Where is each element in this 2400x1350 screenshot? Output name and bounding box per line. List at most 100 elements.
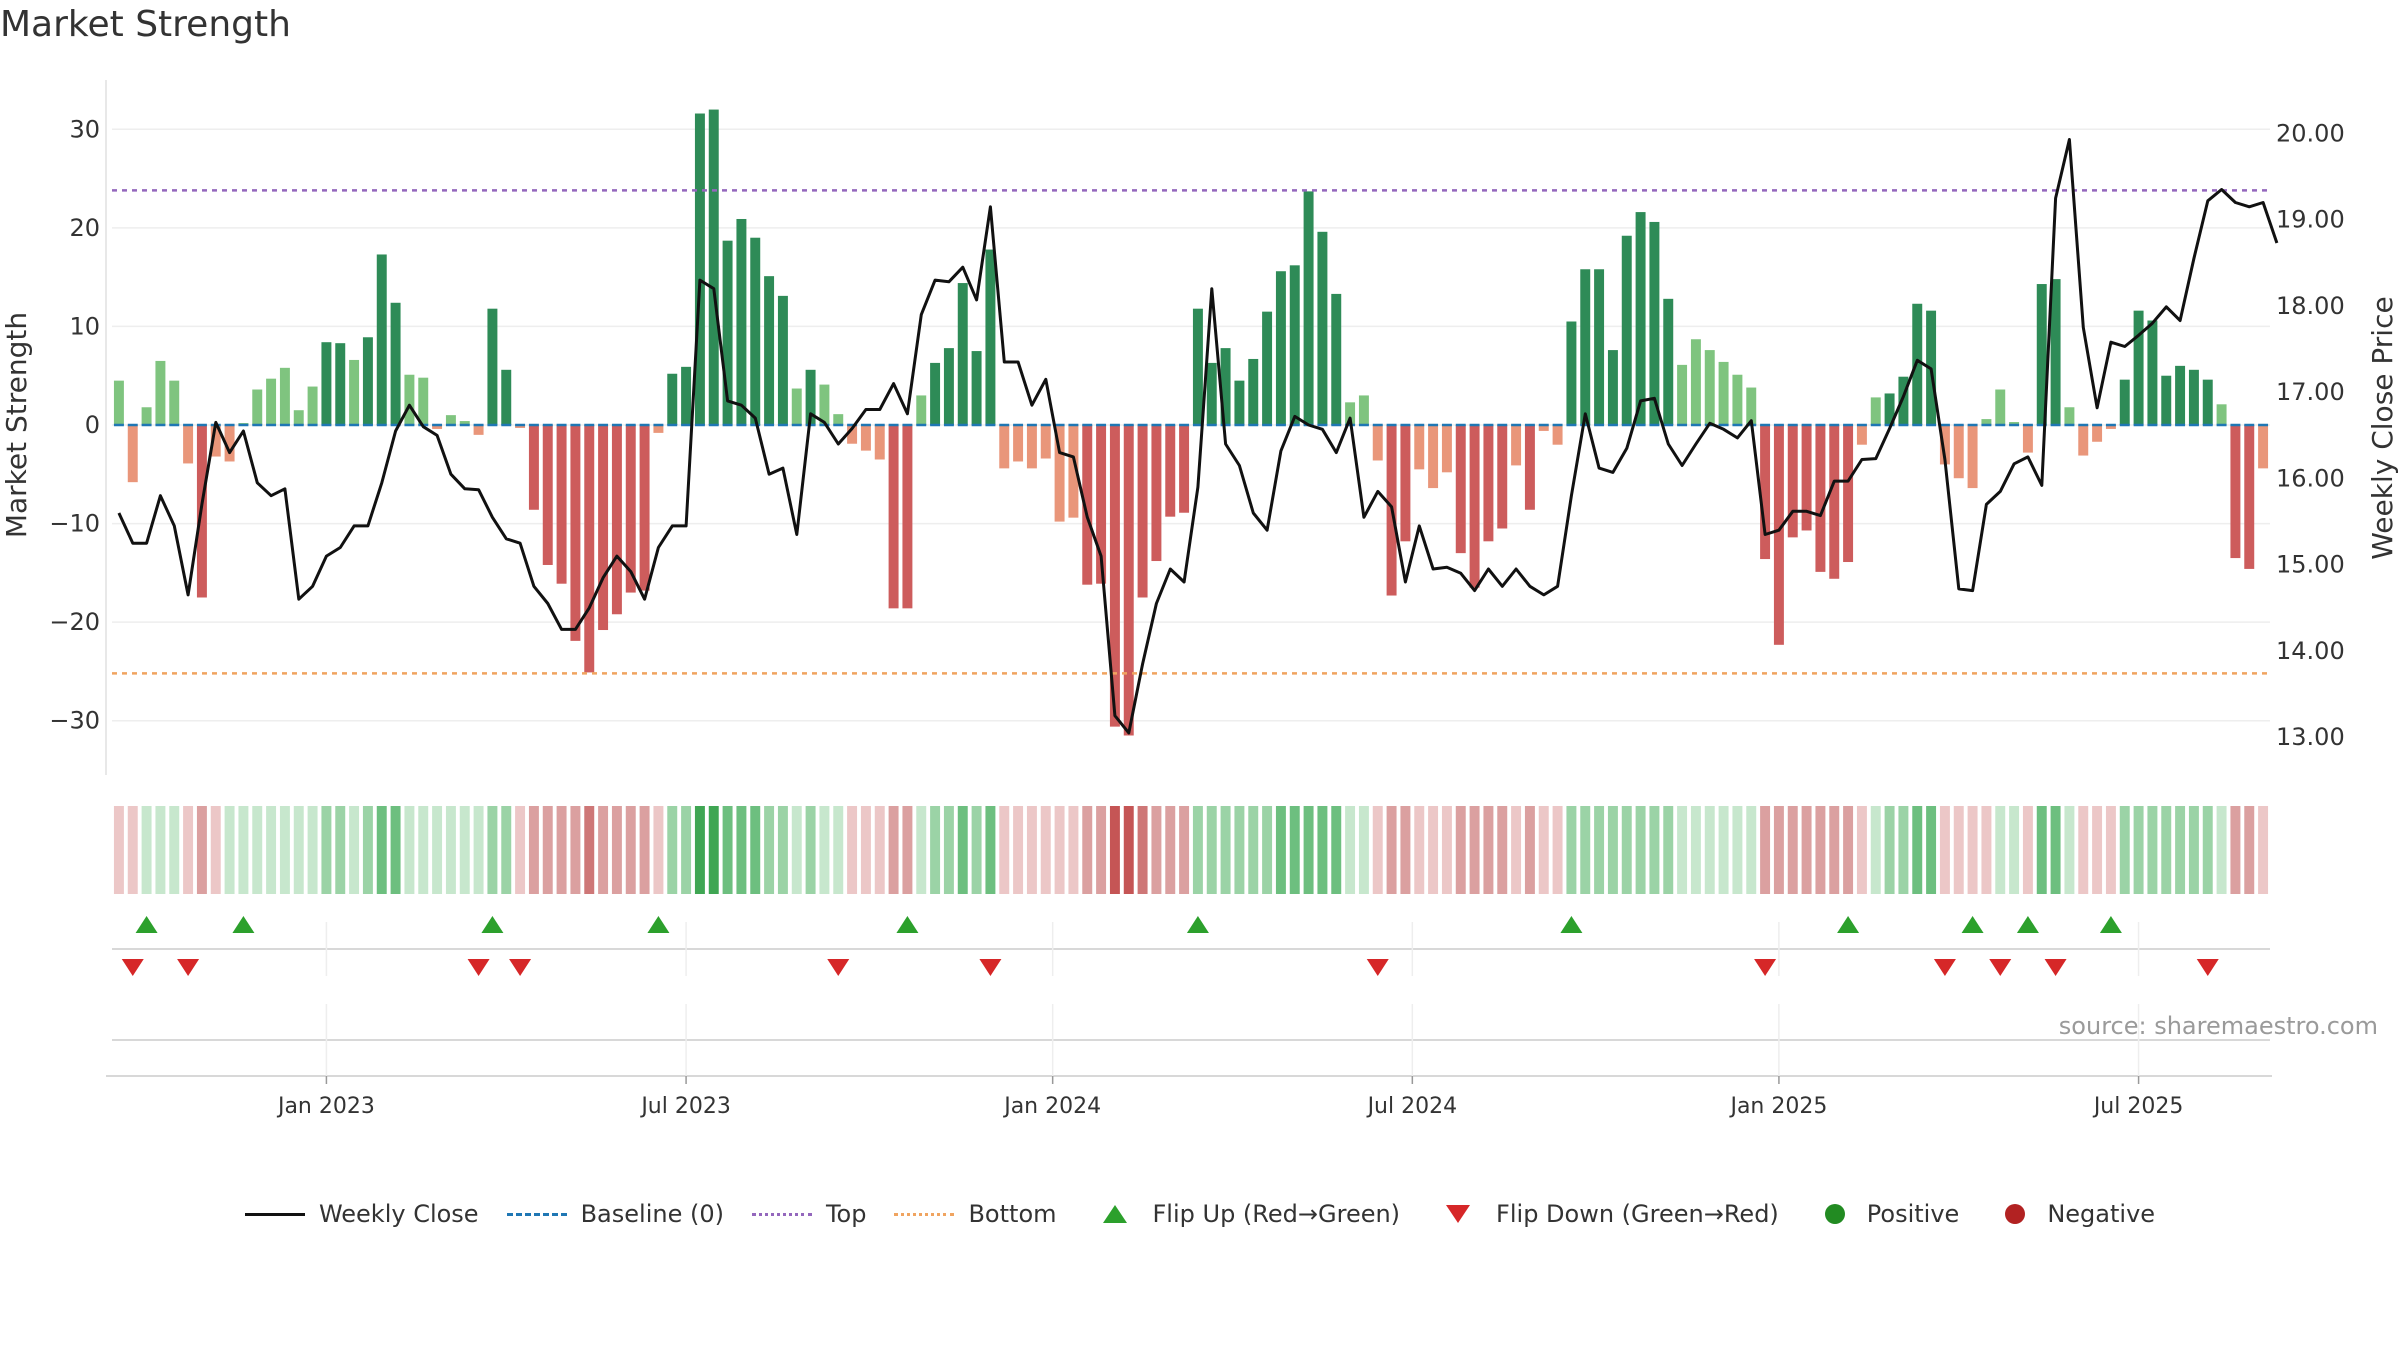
strength-bar [833, 414, 844, 425]
strength-bar [1760, 425, 1771, 560]
y2-tick-label: 18.00 [2276, 292, 2345, 320]
heat-strip-cell [2216, 806, 2227, 894]
legend-dot-negative-icon [2005, 1204, 2026, 1224]
heat-strip-cell [1331, 806, 1342, 894]
strength-bar [487, 308, 498, 425]
strength-bar [362, 337, 373, 425]
source-label: source: sharemaestro.com [2058, 1012, 2378, 1040]
y-tick-label: 30 [69, 115, 100, 143]
heat-strip-cell [1220, 806, 1231, 894]
strength-bar [556, 425, 567, 584]
strength-bar [570, 425, 581, 641]
heat-strip-cell [1607, 806, 1618, 894]
heat-strip-cell [2244, 806, 2255, 894]
legend-label-positive: Positive [1866, 1200, 1960, 1228]
heat-strip-cell [2202, 806, 2213, 894]
strength-bar [473, 425, 484, 435]
flip-up-marker [1961, 916, 1984, 933]
heat-strip-cell [169, 806, 180, 894]
strength-bar [667, 373, 678, 425]
heat-strip-cell [1137, 806, 1148, 894]
strength-bar [764, 276, 775, 425]
strength-bar [2258, 425, 2269, 469]
heat-strip-cell [1787, 806, 1798, 894]
strength-bar [971, 351, 982, 425]
heat-strip-cell [183, 806, 194, 894]
heat-strip-cell [1303, 806, 1314, 894]
flip-down-marker [1989, 959, 2012, 976]
legend-triangle-down-icon [1446, 1205, 1471, 1223]
strength-bar [1704, 350, 1715, 425]
heat-strip-cell [376, 806, 387, 894]
strength-bar [902, 425, 913, 609]
heat-strip-cell [1746, 806, 1757, 894]
strength-bar [210, 425, 221, 457]
heat-strip-cell [667, 806, 678, 894]
strength-bar [1483, 425, 1494, 542]
strength-bar [1040, 425, 1051, 459]
strength-bar [708, 109, 719, 426]
strength-bar [1414, 425, 1425, 470]
x-tick-label: Jul 2023 [639, 1094, 731, 1119]
heat-strip-cell [1690, 806, 1701, 894]
legend-label-close: Weekly Close [318, 1200, 479, 1228]
heat-strip-cell [916, 806, 927, 894]
strength-bar [1068, 425, 1079, 518]
strength-bar [1677, 364, 1688, 425]
heat-strip-cell [736, 806, 747, 894]
heat-strip-cell [515, 806, 526, 894]
strength-bar [1843, 425, 1854, 563]
strength-bar [1220, 348, 1231, 425]
heat-strip-cell [1898, 806, 1909, 894]
strength-bar [639, 425, 650, 591]
legend-label-negative: Negative [2047, 1200, 2156, 1228]
heat-strip-cell [1109, 806, 1120, 894]
heat-strip-cell [127, 806, 138, 894]
strength-bar [1206, 362, 1217, 425]
flip-up-marker [1560, 916, 1583, 933]
heat-strip-cell [1372, 806, 1383, 894]
heat-strip-cell [1912, 806, 1923, 894]
heat-strip-cell [847, 806, 858, 894]
flip-down-marker [1933, 959, 1956, 976]
strength-bar [459, 421, 470, 425]
heat-strip-cell [2050, 806, 2061, 894]
heat-strip-cell [750, 806, 761, 894]
strength-bar [183, 425, 194, 464]
strength-bar [1967, 425, 1978, 489]
flip-up-marker [135, 916, 158, 933]
heat-strip-cell [1704, 806, 1715, 894]
strength-bar [1179, 425, 1190, 513]
legend-item-bottom: Bottom [894, 1200, 1057, 1228]
heat-strip-cell [2175, 806, 2186, 894]
strength-bar [1137, 425, 1148, 598]
strength-bar [2064, 407, 2075, 425]
strength-bar [445, 415, 456, 425]
heat-strip-cell [1870, 806, 1881, 894]
legend-item-baseline: Baseline (0) [506, 1200, 724, 1228]
strength-bar [1552, 425, 1563, 445]
strength-bar [1829, 425, 1840, 579]
strength-bar [930, 362, 941, 425]
flip-down-marker [2196, 959, 2219, 976]
heat-strip-cell [860, 806, 871, 894]
heat-strip-cell [805, 806, 816, 894]
heat-strip-cell [1953, 806, 1964, 894]
heat-strip-cell [1151, 806, 1162, 894]
strength-bar [2105, 425, 2116, 429]
strength-bar [515, 425, 526, 428]
heat-strip-cell [874, 806, 885, 894]
strength-bar [2022, 425, 2033, 453]
heat-strip-cell [1068, 806, 1079, 894]
strength-bar [2216, 404, 2227, 425]
strength-bar [501, 369, 512, 425]
strength-bar [777, 295, 788, 425]
heat-strip-cell [1635, 806, 1646, 894]
strength-bar [1649, 221, 1660, 425]
heat-strip-cell [349, 806, 360, 894]
heat-strip-cell [1206, 806, 1217, 894]
y2-tick-label: 19.00 [2276, 206, 2345, 234]
heat-strip-cell [1621, 806, 1632, 894]
legend-label-bottom: Bottom [968, 1200, 1057, 1228]
heat-strip-cell [1179, 806, 1190, 894]
